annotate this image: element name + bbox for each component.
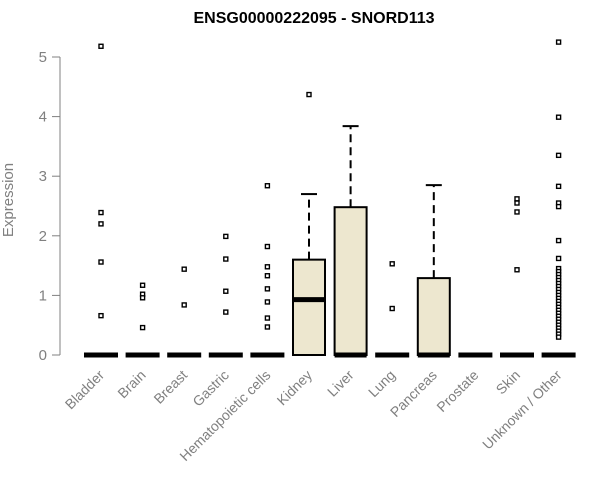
outlier-point [264,273,271,279]
box-iqr [292,258,326,357]
outlier-point [264,286,271,292]
y-tick-label: 1 [39,287,47,304]
x-tick-label: Breast [150,367,190,407]
outlier-point [264,315,271,321]
y-axis-label: Expression [0,163,17,237]
box-hematopoietic-cells [250,183,285,358]
x-tick-label: Liver [324,367,357,400]
x-tick-label: Brain [114,367,148,401]
x-tick-label: Lung [365,367,398,400]
outlier-point [223,233,229,240]
x-tick-label: Kidney [274,367,316,409]
box-iqr [333,206,368,356]
box-kidney [292,91,326,357]
outlier-point [98,312,104,319]
box-skin [500,196,534,358]
outlier-point [514,196,520,202]
outlier-point [223,288,229,294]
outlier-point [514,267,520,273]
x-tick-label: Prostate [433,367,481,415]
box-liver [333,125,368,358]
outlier-point [139,295,146,301]
y-tick-label: 2 [39,228,47,245]
outlier-point [389,305,395,312]
outlier-point [555,39,562,45]
outlier-point [223,309,229,315]
box-lung [375,261,410,358]
box-breast [167,266,202,358]
box-gastric [208,233,243,358]
outlier-point [555,183,562,190]
outlier-point [264,324,271,330]
outlier-point [264,243,271,250]
outlier-point [555,203,562,210]
y-tick-label: 0 [39,347,47,364]
outlier-point [514,209,520,215]
x-tick-label: Bladder [62,367,108,413]
outlier-point [181,302,187,308]
outlier-point [555,334,562,340]
outlier-point [514,200,520,206]
outlier-point [264,264,271,270]
outlier-point [555,237,562,244]
outlier-point [555,255,562,262]
outlier-point [139,324,146,331]
outlier-point [389,261,395,267]
box-group [84,39,576,358]
outlier-point [98,209,104,216]
outlier-point [555,152,562,159]
outlier-point [306,91,312,98]
x-tick-label: Unknown / Other [479,367,565,453]
box-bladder [84,43,118,358]
y-tick-label: 4 [39,109,47,126]
box-brain [125,282,160,358]
outlier-point [223,256,229,262]
outlier-point [555,114,562,120]
outlier-point [264,299,271,305]
y-tick-label: 3 [39,168,47,185]
box-iqr [416,277,451,356]
x-tick-label: Skin [493,367,524,398]
y-tick-label: 5 [39,49,47,66]
box-pancreas [416,184,451,358]
outlier-point [98,221,104,227]
outlier-point [181,266,187,272]
outlier-point [139,282,146,288]
outlier-point [98,43,104,49]
y-axis: 0 1 2 3 4 5 [39,49,61,364]
outlier-point [98,259,104,265]
box-unknown-other [541,39,576,358]
outlier-point [264,183,271,189]
chart-title: ENSG00000222095 - SNORD113 [193,10,434,27]
